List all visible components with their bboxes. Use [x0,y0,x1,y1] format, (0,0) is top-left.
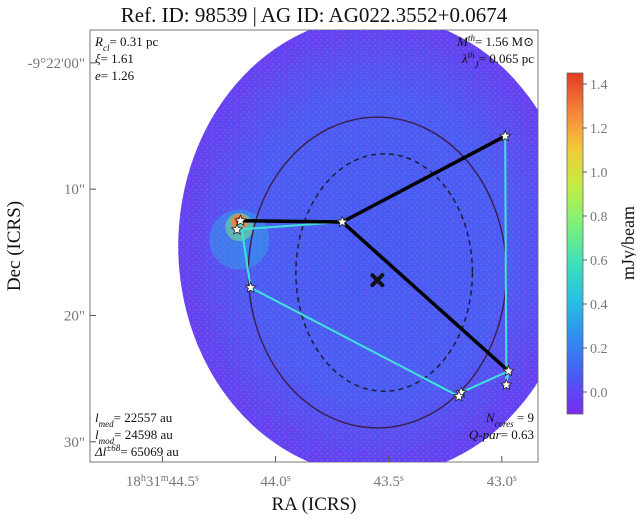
y-tick-label: 10" [64,182,85,198]
annotation-top-left: Rcl= 0.31 pcξ= 1.61 e= 1.26 [94,34,159,83]
mst-edge-black [240,218,343,224]
annotation-line: Rcl= 0.31 pc [94,34,159,53]
x-tick-label: 43.5s [374,473,404,491]
annotation-bottom-right: Ncores = 9Q-par= 0.63 [469,410,534,442]
colorbar-tick-label: 0.8 [590,210,608,225]
core-star-marker [244,281,257,293]
colorbar [566,72,584,415]
annotation-line: ξ= 1.61 [95,51,134,66]
mst-edge-cyan [239,220,252,288]
x-tick-label: 44.0s [260,473,290,491]
colorbar-tick-label: 1.0 [590,166,608,181]
colorbar-tick-label: 0.6 [590,254,608,269]
center-cross-marker [370,273,385,288]
x-tick-label: 18h31m44.5s [126,473,199,491]
annotation-line: Ncores = 9 [485,410,534,429]
mst-edge-black [341,220,510,373]
colorbar-ticks: 0.0 0.2 0.4 0.6 0.8 1.0 1.2 1.4 [583,78,608,401]
y-tick-label: 30" [64,435,85,451]
annotation-line: lmed= 22557 au [95,410,173,429]
annotation-line: Q-par= 0.63 [469,427,534,442]
mst-edge-cyan [504,136,508,385]
colorbar-tick-label: 0.2 [590,342,608,357]
x-axis-ticks: 18h31m44.5s 44.0s 43.5s 43.0s [126,456,517,490]
mst-edge-cyan [250,286,460,398]
core-extent-circle [295,153,474,392]
annotation-line: Δl±68= 65069 au [94,443,179,459]
y-axis-label: Dec (ICRS) [4,201,25,291]
annotation-top-right: Mth= 1.56 M⊙λthJ= 0.065 pc [456,33,534,70]
y-axis-ticks: -9°22'00" 10" 20" 30" [28,56,96,451]
core-star-marker [452,389,465,402]
colorbar-tick-label: 0.4 [590,298,608,313]
center-cross [370,273,385,288]
y-tick-label: -9°22'00" [28,56,85,72]
chart-title: Ref. ID: 98539 | AG ID: AG022.3552+0.067… [121,3,508,27]
mst-black-edges [240,134,510,373]
colorbar-tick-label: 1.4 [590,78,608,93]
x-tick-label: 43.0s [487,473,517,491]
y-tick-label: 20" [64,308,85,324]
annotation-line: Mth= 1.56 M⊙ [456,33,534,49]
annotation-line: λthJ= 0.065 pc [461,50,534,70]
core-star-marker [230,223,244,235]
annotation-line: lmod= 24598 au [95,427,173,446]
core-star-marker [500,378,513,391]
mst-edge-cyan [460,370,509,394]
core-star-marker [502,364,515,377]
mst-edge-black [341,134,507,224]
x-axis-label: RA (ICRS) [272,494,357,515]
cores-layer [230,129,515,402]
core-star-marker [336,215,349,228]
core-star-marker [499,129,512,142]
colorbar-tick-label: 1.2 [590,122,608,137]
annotation-line: e= 1.26 [95,68,135,83]
core-star-marker [234,214,247,227]
colorbar-label: mJy/beam [618,206,636,280]
colorbar-tick-label: 0.0 [590,386,608,401]
plot-layer [178,30,538,462]
